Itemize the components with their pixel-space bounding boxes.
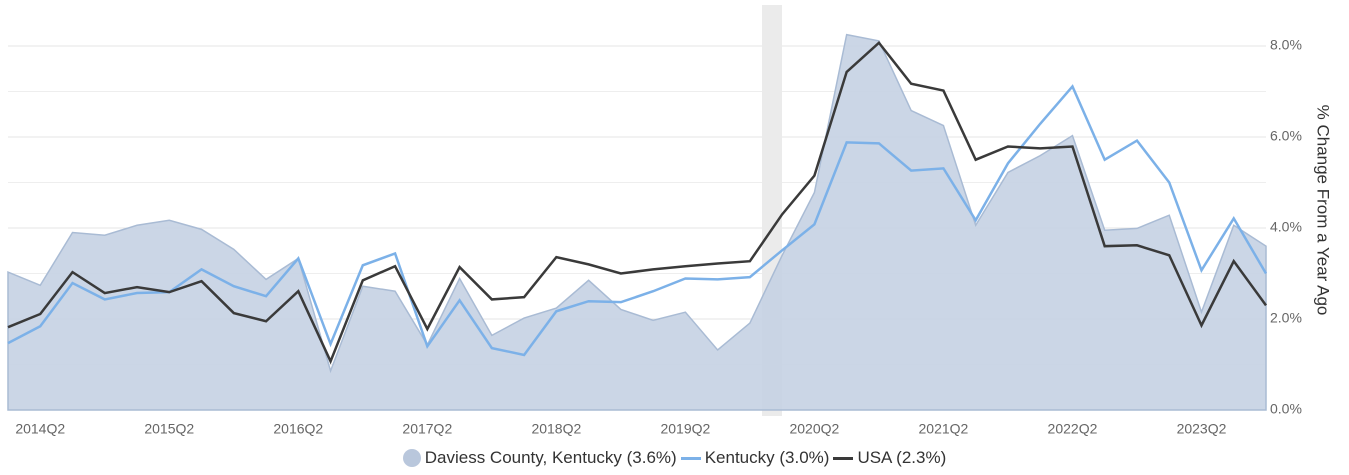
series-group [7, 33, 1268, 411]
x-tick-label: 2015Q2 [144, 421, 194, 437]
y-tick-label: 6.0% [1270, 128, 1302, 144]
legend-label: Daviess County, Kentucky (3.6%) [424, 448, 677, 467]
legend-swatch [402, 449, 421, 467]
x-tick-label: 2023Q2 [1177, 421, 1227, 437]
line [7, 40, 1268, 365]
legend-swatch [833, 456, 854, 460]
x-tick-label: 2020Q2 [789, 421, 839, 437]
y-tick-label: 2.0% [1270, 310, 1302, 326]
x-tick-label: 2018Q2 [531, 421, 581, 437]
chart: % Change From a Year Ago 0.0% 2.0% 4.0% 6.0… [7, 5, 1333, 437]
x-tick-label: 2022Q2 [1048, 421, 1098, 437]
x-tick-label: 2019Q2 [660, 421, 710, 437]
legend-item[interactable]: Daviess County, Kentucky (3.6%) [402, 448, 677, 468]
legend-label: USA (2.3%) [857, 448, 947, 467]
area [7, 33, 1267, 411]
line [7, 84, 1268, 357]
y-tick-label: 4.0% [1270, 219, 1302, 235]
y-tick-label: 8.0% [1270, 37, 1302, 53]
x-tick-label: 2016Q2 [273, 421, 323, 437]
legend-item[interactable]: Kentucky (3.0%) [680, 448, 830, 468]
legend: Daviess County, Kentucky (3.6%) Kentucky … [0, 448, 1349, 468]
y-tick-label: 0.0% [1270, 401, 1302, 417]
x-tick-label: 2021Q2 [919, 421, 969, 437]
legend-swatch [680, 456, 701, 460]
legend-item[interactable]: USA (2.3%) [833, 448, 946, 468]
x-tick-label: 2017Q2 [402, 421, 452, 437]
y-axis-label: % Change From a Year Ago [1314, 105, 1333, 316]
x-tick-label: 2014Q2 [15, 421, 65, 437]
legend-label: Kentucky (3.0%) [704, 448, 830, 467]
